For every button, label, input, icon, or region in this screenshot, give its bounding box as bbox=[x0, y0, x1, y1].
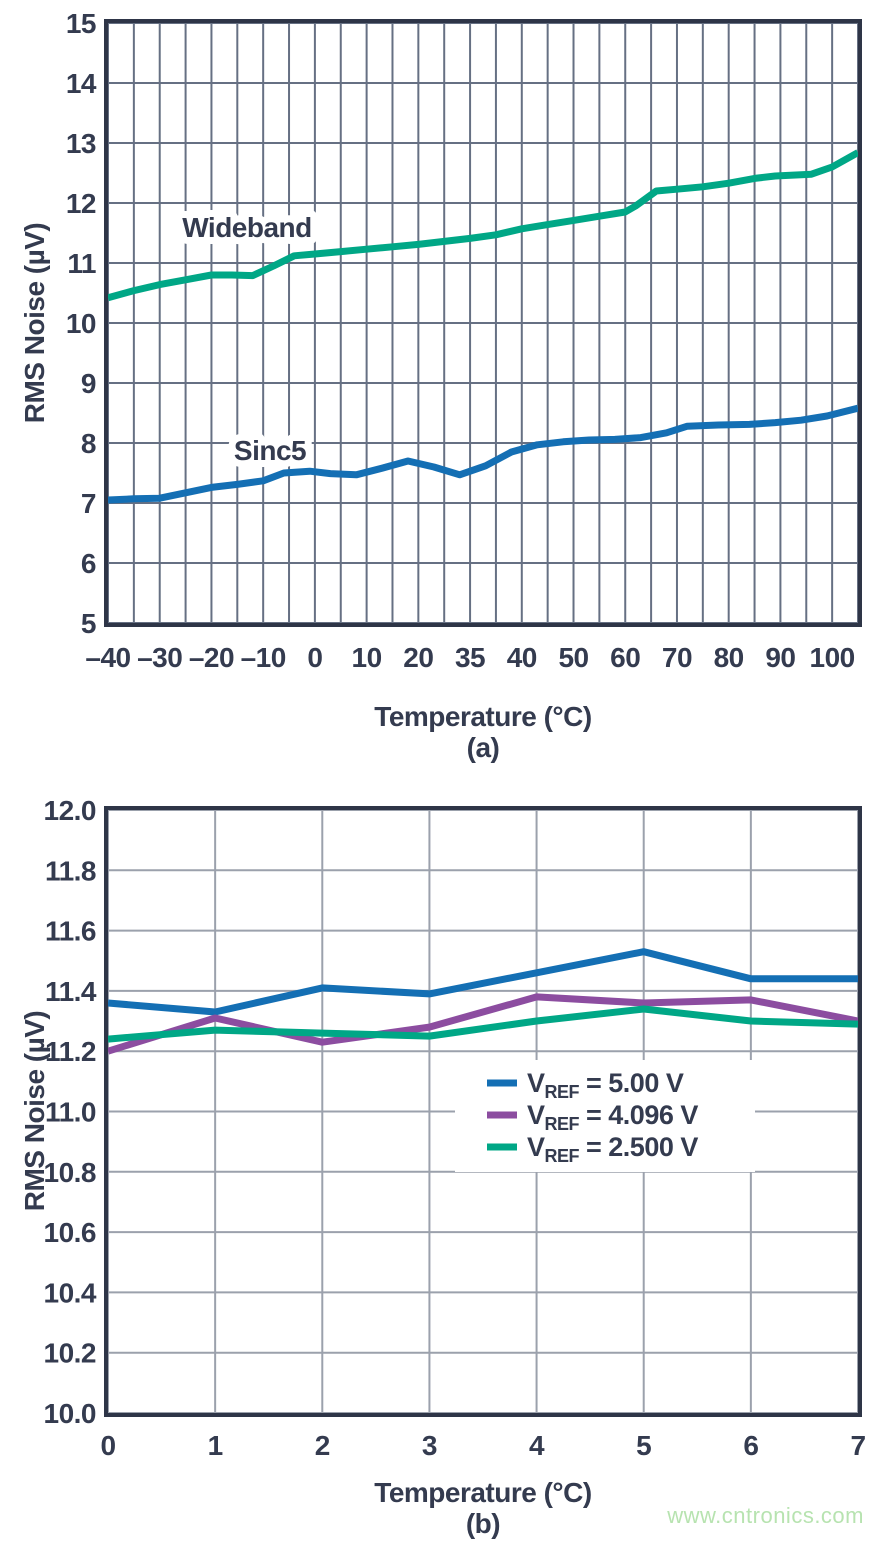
x-tick-label: 40 bbox=[507, 642, 537, 673]
x-tick-label: 70 bbox=[662, 642, 692, 673]
chart-b-y-axis-title: RMS Noise (µV) bbox=[19, 1011, 50, 1211]
chart-a-plot-border bbox=[104, 19, 862, 627]
x-tick-label: 3 bbox=[422, 1430, 437, 1461]
y-tick-label: 11.6 bbox=[45, 916, 96, 947]
y-tick-label: 13 bbox=[66, 128, 96, 159]
series-line-1 bbox=[107, 404, 859, 504]
chart-a-series bbox=[107, 149, 860, 504]
y-tick-label: 10.2 bbox=[44, 1338, 97, 1369]
x-tick-label: 2 bbox=[315, 1430, 330, 1461]
chart-a-x-axis-title: Temperature (°C) bbox=[374, 701, 591, 732]
y-tick-label: 14 bbox=[66, 68, 97, 99]
series-label-wideband: Wideband bbox=[182, 212, 312, 243]
x-tick-label: 0 bbox=[307, 642, 322, 673]
chart-b-tick-labels: 0 1 2 3 4 5 6 7 10.0 10.2 10.4 10.6 10.8 11.0 11.2 11.4… bbox=[44, 795, 867, 1461]
chart-b-plot-border bbox=[104, 806, 862, 1417]
watermark: www.cntronics.com bbox=[667, 1503, 864, 1528]
chart-a-sublabel: (a) bbox=[467, 732, 500, 763]
y-tick-label: 8 bbox=[81, 428, 96, 459]
y-tick-label: 6 bbox=[81, 548, 96, 579]
y-tick-label: 10 bbox=[66, 308, 96, 339]
x-tick-label: 50 bbox=[558, 642, 588, 673]
chart-a: –40 –30 –20 –10 0 10 20 35 40 50 60 70 80 90 100 5 6 7 8 9 1… bbox=[19, 8, 862, 763]
y-tick-label: 11.8 bbox=[45, 855, 96, 886]
legend-label-2: VREF = 2.500 V bbox=[527, 1132, 698, 1166]
chart-a-grid bbox=[107, 22, 859, 624]
y-tick-label: 11.0 bbox=[45, 1097, 96, 1128]
y-tick-label: 10.8 bbox=[44, 1157, 97, 1188]
chart-b-series bbox=[106, 948, 859, 1055]
x-tick-label: 90 bbox=[765, 642, 795, 673]
legend-label-1: VREF = 4.096 V bbox=[527, 1100, 698, 1134]
y-tick-label: 12.0 bbox=[44, 795, 97, 826]
series-line-1 bbox=[106, 993, 859, 1055]
y-tick-label: 15 bbox=[66, 8, 96, 39]
y-tick-label: 10.6 bbox=[44, 1217, 97, 1248]
x-tick-label: 10 bbox=[352, 642, 382, 673]
chart-a-y-axis-title: RMS Noise (µV) bbox=[19, 223, 50, 423]
y-tick-label: 10.0 bbox=[44, 1398, 97, 1429]
x-tick-label: 35 bbox=[455, 642, 485, 673]
x-tick-label: 0 bbox=[100, 1430, 115, 1461]
x-tick-label: 80 bbox=[714, 642, 744, 673]
x-tick-label: –20 bbox=[189, 642, 234, 673]
series-line-0 bbox=[107, 948, 858, 1016]
y-tick-label: 9 bbox=[81, 368, 96, 399]
x-tick-label: 100 bbox=[810, 642, 855, 673]
x-tick-label: –10 bbox=[241, 642, 286, 673]
y-tick-label: 11.2 bbox=[45, 1036, 96, 1067]
x-tick-label: 7 bbox=[850, 1430, 865, 1461]
chart-a-tick-labels: –40 –30 –20 –10 0 10 20 35 40 50 60 70 80 90 100 5 6 7 8 9 1… bbox=[66, 8, 855, 673]
y-tick-label: 11.4 bbox=[45, 976, 97, 1007]
x-tick-label: 1 bbox=[208, 1430, 223, 1461]
chart-b-x-axis-title: Temperature (°C) bbox=[374, 1477, 591, 1508]
series-line-2 bbox=[107, 1005, 859, 1043]
x-tick-label: 6 bbox=[743, 1430, 758, 1461]
y-tick-label: 10.4 bbox=[44, 1277, 97, 1308]
y-tick-label: 12 bbox=[66, 188, 96, 219]
chart-b-sublabel: (b) bbox=[466, 1508, 500, 1539]
y-tick-label: 11 bbox=[67, 248, 96, 279]
x-tick-label: 5 bbox=[636, 1430, 651, 1461]
x-tick-label: –40 bbox=[85, 642, 130, 673]
x-tick-label: 60 bbox=[610, 642, 640, 673]
y-tick-label: 5 bbox=[81, 608, 96, 639]
x-tick-label: 4 bbox=[529, 1430, 545, 1461]
x-tick-label: –30 bbox=[137, 642, 182, 673]
series-label-sinc5: Sinc5 bbox=[234, 435, 306, 466]
y-tick-label: 7 bbox=[81, 488, 96, 519]
x-tick-label: 20 bbox=[403, 642, 433, 673]
series-line-0 bbox=[107, 149, 860, 302]
legend-label-0: VREF = 5.00 V bbox=[527, 1068, 684, 1102]
